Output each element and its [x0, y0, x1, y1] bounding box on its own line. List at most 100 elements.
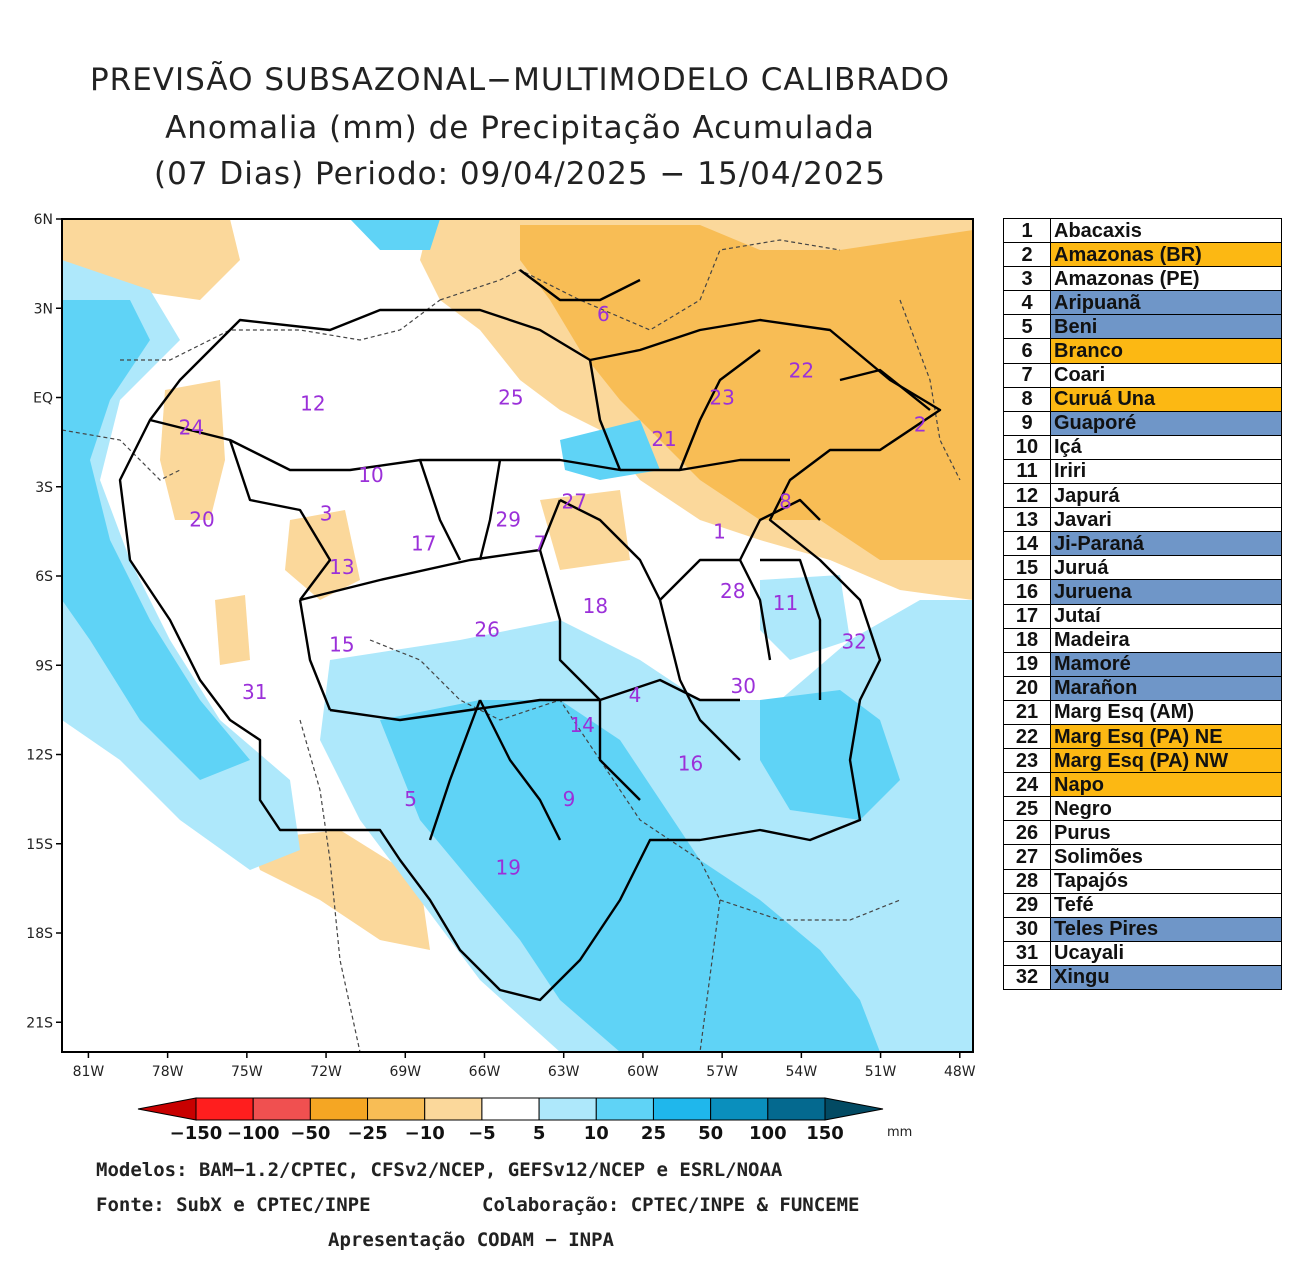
basin-row: 23 Marg Esq (PA) NW: [1003, 748, 1282, 774]
y-tick-label: EQ: [33, 391, 53, 407]
basin-number-labels: 1234567891011121314151617181920212223242…: [179, 302, 927, 879]
colorbar-bin: [767, 1097, 826, 1121]
colorbar-bin: [710, 1097, 769, 1121]
basin-label-26: 26: [474, 618, 499, 642]
basin-name: Tefé: [1050, 892, 1282, 918]
basin-number: 6: [1003, 338, 1051, 364]
basin-name: Jutaí: [1050, 603, 1282, 629]
basin-name: Madeira: [1050, 627, 1282, 653]
basin-name: Iriri: [1050, 458, 1282, 485]
colorbar-label: 50: [698, 1123, 723, 1144]
basin-number: 31: [1003, 940, 1051, 966]
basin-number: 4: [1003, 290, 1051, 316]
basin-name: Napo: [1050, 772, 1282, 798]
basin-number: 16: [1003, 579, 1051, 605]
basin-number: 2: [1003, 242, 1051, 268]
basin-row: 30 Teles Pires: [1003, 916, 1282, 942]
basin-label-8: 8: [779, 490, 792, 514]
basin-label-19: 19: [496, 856, 521, 880]
basin-row: 26 Purus: [1003, 820, 1282, 846]
basin-number: 19: [1003, 651, 1051, 677]
basin-number: 17: [1003, 603, 1051, 629]
basin-number: 12: [1003, 483, 1051, 509]
colorbar-label: −25: [347, 1123, 387, 1144]
basin-name: Teles Pires: [1050, 916, 1282, 942]
basin-legend-table: 1 Abacaxis 2 Amazonas (BR) 3 Amazonas (PE) 4 Ar…: [1003, 217, 1282, 991]
basin-name: Juruena: [1050, 579, 1282, 605]
basin-name: Marañon: [1050, 675, 1282, 701]
basin-row: 22 Marg Esq (PA) NE: [1003, 723, 1282, 750]
wet-area-west-core: [62, 300, 250, 780]
basin-number: 24: [1003, 772, 1051, 798]
dry-area-ucayali: [215, 595, 250, 665]
basin-name: Abacaxis: [1050, 217, 1282, 244]
basin-boundaries: [118, 269, 942, 1002]
basin-name: Aripuanã: [1050, 290, 1282, 316]
colorbar-label: 25: [641, 1123, 666, 1144]
basin-label-15: 15: [329, 632, 354, 656]
basin-name: Javari: [1050, 507, 1282, 533]
basin-row: 7 Coari: [1003, 362, 1282, 388]
title-line-1: PREVISÃO SUBSAZONAL−MULTIMODELO CALIBRAD…: [89, 62, 950, 98]
basin-label-27: 27: [562, 490, 587, 514]
precipitation-anomaly-map: 6N 3N EQ 3S 6S 9S 12S 15S 18S 21S 81W 78W 75W 72W 69W 6…: [26, 212, 976, 1144]
footer-presentation: Apresentação CODAM − INPA: [328, 1229, 614, 1251]
basin-row: 28 Tapajós: [1003, 868, 1282, 894]
y-tick-label: 3S: [35, 480, 53, 496]
basin-name: Negro: [1050, 796, 1282, 822]
basin-number: 23: [1003, 748, 1051, 774]
y-tick-label: 6N: [34, 212, 53, 228]
basin-label-4: 4: [629, 683, 642, 707]
x-tick-label: 63W: [548, 1064, 580, 1080]
y-tick-label: 18S: [26, 926, 53, 942]
basin-row: 13 Javari: [1003, 507, 1282, 533]
y-tick-label: 9S: [35, 658, 53, 674]
dry-area-south: [250, 830, 430, 950]
basin-label-32: 32: [841, 629, 866, 653]
x-tick-label: 48W: [944, 1064, 976, 1080]
basin-row: 8 Curuá Una: [1003, 386, 1282, 412]
basin-row: 17 Jutaí: [1003, 603, 1282, 629]
basin-label-13: 13: [329, 555, 354, 579]
basin-number: 25: [1003, 796, 1051, 822]
colorbar-bin: [195, 1097, 254, 1121]
basin-row: 25 Negro: [1003, 796, 1282, 822]
basin-label-17: 17: [411, 531, 436, 555]
footer-source: Fonte: SubX e CPTEC/INPE: [96, 1194, 371, 1216]
basin-name: Marg Esq (PA) NW: [1050, 748, 1282, 774]
x-tick-label: 57W: [706, 1064, 738, 1080]
basin-name: Coari: [1050, 362, 1282, 388]
colorbar-label: −10: [405, 1123, 445, 1144]
basin-name: Purus: [1050, 820, 1282, 846]
colorbar-label: 5: [533, 1123, 546, 1144]
basin-row: 2 Amazonas (BR): [1003, 242, 1282, 268]
basin-label-23: 23: [709, 386, 734, 410]
wet-area-east: [760, 690, 900, 820]
basin-name: Curuá Una: [1050, 386, 1282, 412]
basin-label-7: 7: [534, 531, 547, 555]
footer-collaboration: Colaboração: CPTEC/INPE & FUNCEME: [482, 1194, 860, 1216]
basin-label-25: 25: [498, 386, 523, 410]
colorbar-bin: [652, 1097, 712, 1121]
basin-number: 29: [1003, 892, 1051, 918]
wet-area-west: [62, 260, 300, 870]
title-line-2: Anomalia (mm) de Precipitação Acumulada: [165, 110, 875, 146]
dry-area-solimoes: [540, 490, 630, 570]
basin-label-6: 6: [597, 302, 610, 326]
basin-name: Guaporé: [1050, 410, 1282, 436]
basin-name: Xingu: [1050, 964, 1282, 991]
basin-label-9: 9: [563, 787, 576, 811]
title-line-3: (07 Dias) Periodo: 09/04/2025 − 15/04/20…: [154, 156, 886, 192]
basin-number: 22: [1003, 723, 1051, 750]
basin-row: 9 Guaporé: [1003, 410, 1282, 436]
colorbar-bin: [309, 1097, 369, 1121]
y-tick-label: 6S: [35, 569, 53, 585]
basin-label-12: 12: [300, 391, 325, 415]
basin-row: 4 Aripuanã: [1003, 290, 1282, 316]
basin-row: 27 Solimões: [1003, 844, 1282, 870]
colorbar-bin: [481, 1097, 540, 1121]
basin-label-10: 10: [358, 463, 383, 487]
basin-label-14: 14: [569, 713, 594, 737]
basin-number: 21: [1003, 699, 1051, 725]
basin-number: 11: [1003, 458, 1051, 485]
